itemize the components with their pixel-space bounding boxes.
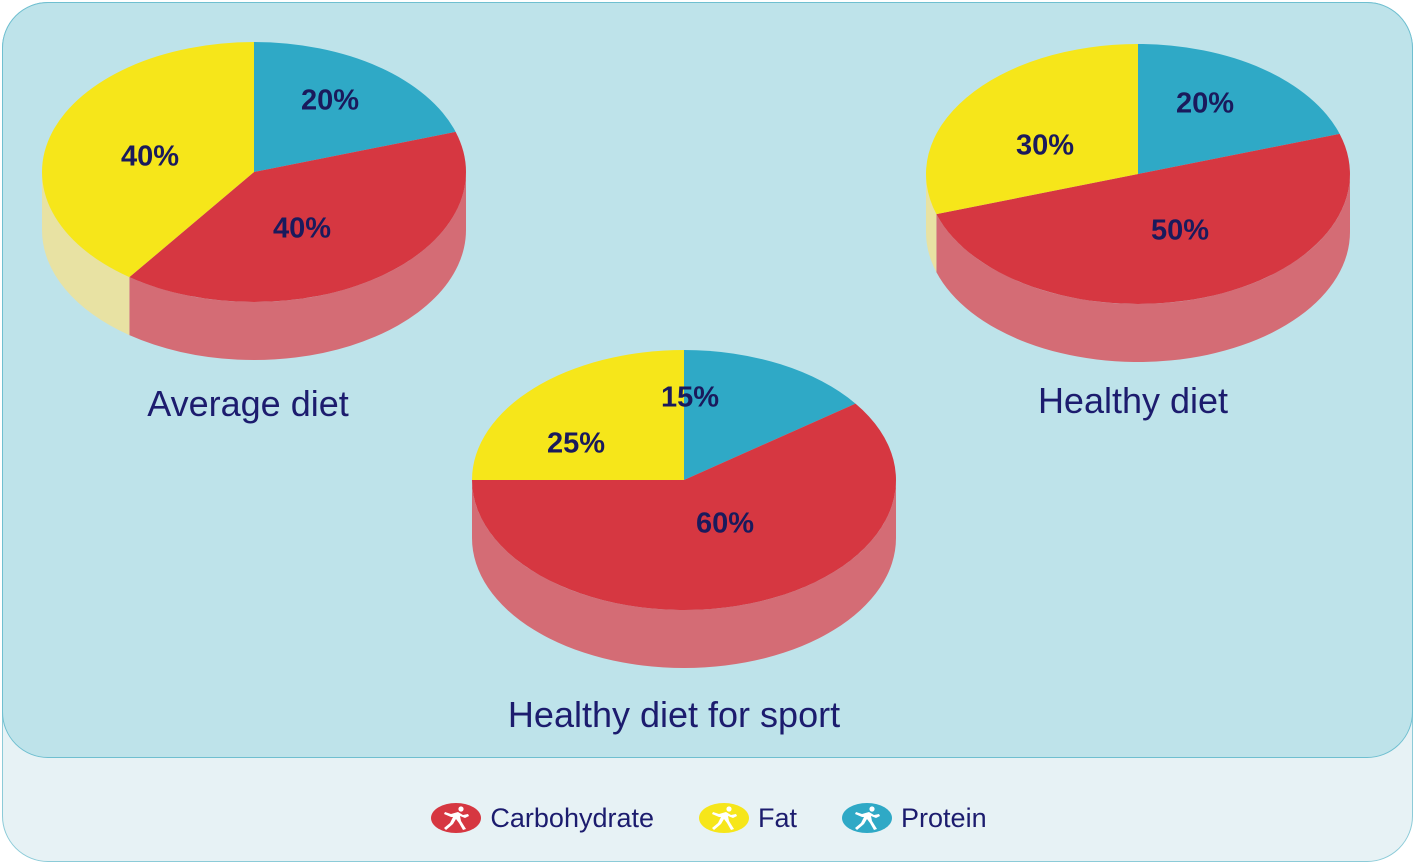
legend-label: Fat — [758, 802, 798, 833]
pie-side-carbohydrate — [472, 480, 896, 668]
pie-slice-fat — [926, 44, 1138, 215]
legend-label: Carbohydrate — [490, 802, 655, 833]
slice-label-carbohydrate: 40% — [273, 213, 331, 245]
chart-title: Average diet — [147, 383, 348, 424]
runner-icon — [431, 803, 482, 833]
pie-slice-carbohydrate — [936, 133, 1350, 304]
pie-chart-average-diet: 40% 40% 20% Average diet — [42, 42, 467, 424]
pie-side-carbohydrate — [129, 172, 466, 360]
chart-title: Healthy diet for sport — [508, 694, 840, 735]
pie-sides — [42, 172, 466, 360]
pie-sides — [472, 480, 896, 668]
pie-chart-healthy-diet: 50% 30% 20% Healthy diet — [926, 44, 1350, 421]
legend: Carbohydrate Fat Protein — [0, 796, 1417, 840]
pie-slice-fat — [42, 42, 254, 278]
pie-side-carbohydrate — [936, 174, 1350, 362]
slice-label-protein: 15% — [661, 382, 719, 414]
slice-label-carbohydrate: 60% — [696, 508, 754, 540]
pie-side-fat — [42, 172, 130, 336]
slice-label-carbohydrate: 50% — [1151, 215, 1209, 247]
slice-label-protein: 20% — [1176, 88, 1234, 120]
pie-slice-carbohydrate — [472, 403, 896, 610]
pie-chart-healthy-diet-for-sport: 60% 25% 15% Healthy diet for sport — [472, 350, 896, 735]
pie-slice-carbohydrate — [129, 131, 467, 303]
slice-label-fat: 25% — [547, 428, 605, 460]
legend-item-carbohydrate: Carbohydrate — [430, 802, 654, 834]
pie-slice-fat — [472, 350, 684, 480]
slice-label-protein: 20% — [301, 85, 359, 117]
slice-label-fat: 30% — [1016, 130, 1074, 162]
legend-item-fat: Fat — [698, 802, 797, 834]
legend-item-protein: Protein — [841, 802, 987, 834]
pie-sides — [926, 174, 1350, 362]
pie-slice-protein — [684, 350, 856, 480]
slice-label-fat: 40% — [121, 141, 179, 173]
pie-side-fat — [926, 174, 937, 273]
runner-icon — [699, 803, 750, 833]
pie-slice-protein — [254, 42, 456, 172]
chart-title: Healthy diet — [1038, 380, 1228, 421]
legend-label: Protein — [901, 802, 987, 833]
pie-slice-protein — [1138, 44, 1340, 174]
runner-icon — [842, 803, 893, 833]
